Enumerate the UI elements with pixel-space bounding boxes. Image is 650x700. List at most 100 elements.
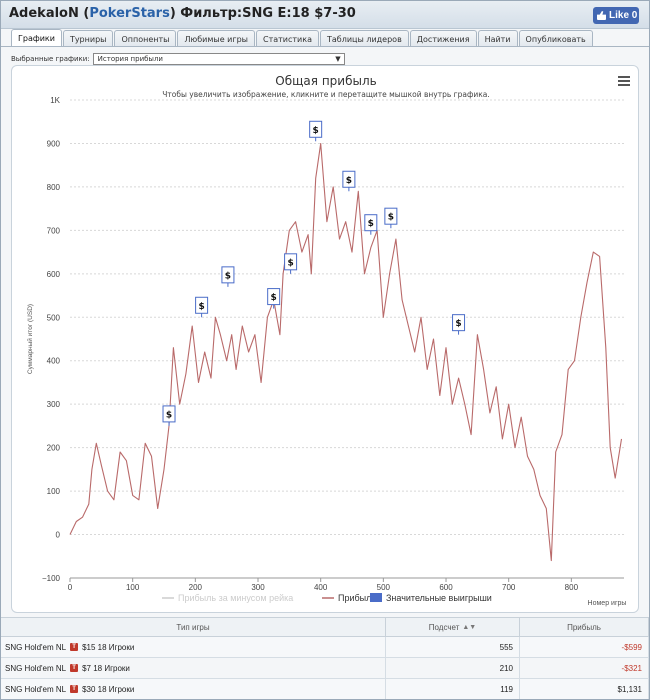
significant-win-marker <box>384 207 398 225</box>
y-tick-label: 800 <box>47 183 61 192</box>
profit-chart[interactable]: Общая прибыль Чтобы увеличить изображение… <box>12 66 640 614</box>
significant-win-marker <box>452 314 466 332</box>
table-row[interactable]: SNG Hold'em NL T $15 18 Игроки 555 -$599 <box>1 637 649 658</box>
column-header-count[interactable]: Подсчет ▲▼ <box>386 618 520 636</box>
table-row[interactable]: SNG Hold'em NL T $30 18 Игроки 119 $1,131 <box>1 679 649 699</box>
x-tick-label: 200 <box>189 583 203 592</box>
profit-cell: -$599 <box>520 637 649 657</box>
thumbs-up-icon <box>597 11 606 20</box>
significant-win-label: $ <box>166 410 172 420</box>
significant-win-marker <box>195 296 209 314</box>
profit-cell: -$321 <box>520 658 649 678</box>
y-tick-label: 700 <box>47 226 61 235</box>
significant-win-label: $ <box>225 271 231 281</box>
significant-win-marker <box>267 288 281 306</box>
legend-item-label[interactable]: Значительные выигрыши <box>386 593 492 603</box>
tab-leaderboards[interactable]: Таблицы лидеров <box>319 30 409 47</box>
x-tick-label: 0 <box>68 583 73 592</box>
game-type-cell: SNG Hold'em NL T $15 18 Игроки <box>1 637 386 657</box>
tab-search[interactable]: Найти <box>477 30 518 47</box>
game-name: SNG Hold'em NL <box>5 642 67 652</box>
game-type-cell: SNG Hold'em NL T $7 18 Игроки <box>1 658 386 678</box>
y-tick-label: 0 <box>56 531 61 540</box>
y-tick-label: 900 <box>47 139 61 148</box>
significant-win-label: $ <box>271 293 277 303</box>
profit-chart-panel[interactable]: Общая прибыль Чтобы увеличить изображение… <box>11 65 639 613</box>
significant-win-label: $ <box>287 258 293 268</box>
tab-opponents[interactable]: Оппоненты <box>114 30 177 47</box>
chevron-down-icon: ▼ <box>335 55 341 63</box>
significant-win-label: $ <box>368 219 374 229</box>
significant-win-label: $ <box>346 176 352 186</box>
column-header-game-type[interactable]: Тип игры <box>1 618 386 636</box>
game-description: $7 18 Игроки <box>82 663 130 673</box>
count-cell: 119 <box>386 679 520 699</box>
profit-cell: $1,131 <box>520 679 649 699</box>
x-tick-label: 700 <box>502 583 516 592</box>
count-cell: 555 <box>386 637 520 657</box>
table-body: SNG Hold'em NL T $15 18 Игроки 555 -$599 SNG … <box>1 637 649 699</box>
tab-graphs[interactable]: Графики <box>11 29 62 47</box>
tab-tournaments[interactable]: Турниры <box>62 30 114 47</box>
significant-win-label: $ <box>198 302 204 312</box>
legend-swatch <box>370 593 382 602</box>
y-tick-label: 400 <box>47 357 61 366</box>
player-name: AdekaloN <box>9 6 79 21</box>
game-type-table: Тип игры Подсчет ▲▼ Прибыль SNG Hold'em N… <box>1 617 649 699</box>
tournament-flag-icon: T <box>70 685 79 693</box>
tournament-flag-icon: T <box>70 664 79 672</box>
graph-selector-value: История прибыли <box>97 55 163 63</box>
significant-win-marker <box>221 266 235 284</box>
legend-item-label[interactable]: Прибыль за минусом рейка <box>178 593 293 603</box>
graph-selector-label: Выбранные графики: <box>11 55 90 63</box>
site-link[interactable]: PokerStars <box>89 6 170 21</box>
x-tick-label: 300 <box>251 583 265 592</box>
tab-favorite-games[interactable]: Любимые игры <box>177 30 255 47</box>
tab-achievements[interactable]: Достижения <box>409 30 477 47</box>
significant-win-label: $ <box>455 319 461 329</box>
game-name: SNG Hold'em NL <box>5 663 67 673</box>
legend-item-label[interactable]: Прибыль <box>338 593 376 603</box>
x-tick-label: 600 <box>439 583 453 592</box>
tab-publish[interactable]: Опубликовать <box>518 30 593 47</box>
hamburger-menu-icon[interactable] <box>618 76 630 86</box>
tournament-flag-icon: T <box>70 643 79 651</box>
y-tick-label: 500 <box>47 313 61 322</box>
y-tick-label: 1K <box>50 96 60 105</box>
y-tick-label: −100 <box>42 574 61 583</box>
chart-subtitle: Чтобы увеличить изображение, кликните и … <box>162 90 490 99</box>
table-header: Тип игры Подсчет ▲▼ Прибыль <box>1 617 649 637</box>
x-tick-label: 500 <box>377 583 391 592</box>
y-tick-label: 200 <box>47 444 61 453</box>
title-bar: AdekaloN (PokerStars) Фильтр:SNG E:18 $7… <box>1 1 649 29</box>
significant-win-marker <box>284 253 298 271</box>
page-title: AdekaloN (PokerStars) Фильтр:SNG E:18 $7… <box>9 6 356 21</box>
x-axis-title: Номер игры <box>588 600 627 607</box>
sort-desc-icon: ▲▼ <box>462 623 477 631</box>
game-type-cell: SNG Hold'em NL T $30 18 Игроки <box>1 679 386 699</box>
significant-win-label: $ <box>313 126 319 136</box>
chart-title: Общая прибыль <box>275 74 376 88</box>
game-name: SNG Hold'em NL <box>5 684 67 694</box>
x-tick-label: 100 <box>126 583 140 592</box>
significant-win-label: $ <box>388 213 394 223</box>
tab-statistics[interactable]: Статистика <box>255 30 319 47</box>
game-description: $15 18 Игроки <box>82 642 135 652</box>
filter-text: Фильтр:SNG E:18 $7-30 <box>175 6 356 21</box>
table-row[interactable]: SNG Hold'em NL T $7 18 Игроки 210 -$321 <box>1 658 649 679</box>
column-header-profit[interactable]: Прибыль <box>520 618 649 636</box>
graph-selector-dropdown[interactable]: История прибыли ▼ <box>92 53 345 65</box>
tab-bar: Графики Турниры Оппоненты Любимые игры С… <box>11 29 593 47</box>
tab-divider <box>1 46 649 47</box>
game-description: $30 18 Игроки <box>82 684 135 694</box>
x-tick-label: 800 <box>565 583 579 592</box>
y-tick-label: 600 <box>47 270 61 279</box>
significant-win-marker <box>309 120 323 138</box>
facebook-like-button[interactable]: Like 0 <box>593 7 639 24</box>
significant-win-marker <box>364 214 378 232</box>
y-tick-label: 100 <box>47 487 61 496</box>
y-tick-label: 300 <box>47 400 61 409</box>
significant-win-marker <box>162 405 176 423</box>
series-line-profit <box>69 142 623 562</box>
